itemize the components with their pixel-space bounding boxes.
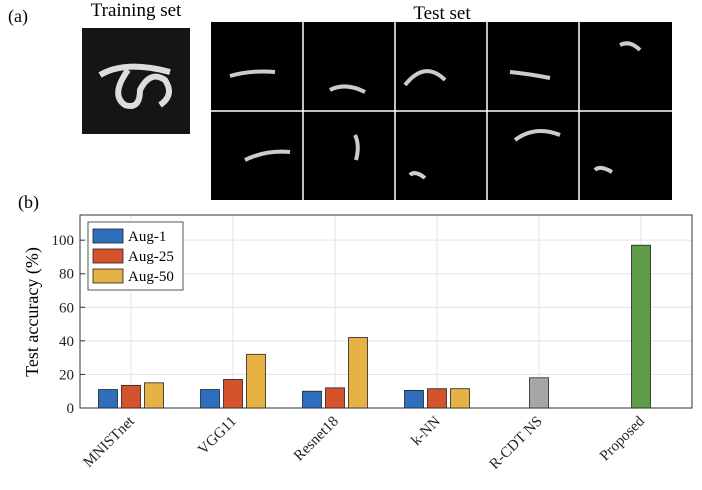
legend-swatch: [93, 249, 123, 263]
panel-label: (b): [18, 192, 39, 213]
legend-swatch: [93, 229, 123, 243]
bar: [122, 385, 141, 408]
bar: [632, 245, 651, 408]
y-axis-label: Test accuracy (%): [22, 247, 43, 377]
x-tick-label: Resnet18: [291, 414, 342, 465]
test-title: Test set: [413, 3, 471, 24]
y-tick-label: 20: [59, 367, 74, 383]
test-images: [211, 22, 672, 200]
bar: [99, 390, 118, 408]
legend-swatch: [93, 269, 123, 283]
bar: [349, 338, 368, 408]
bar: [451, 389, 470, 408]
training-title: Training set: [91, 0, 182, 21]
bar: [405, 390, 424, 408]
bar: [326, 388, 345, 408]
legend-label: Aug-25: [128, 249, 174, 265]
y-tick-label: 60: [59, 300, 74, 316]
legend-label: Aug-1: [128, 229, 166, 245]
y-tick-label: 80: [59, 267, 74, 283]
training-image: [82, 28, 190, 134]
bar: [247, 354, 266, 408]
figure: (a) Training set Test set (b) Test accur…: [0, 0, 702, 490]
bar: [428, 389, 447, 408]
y-tick-label: 100: [52, 233, 75, 249]
x-tick-label: MNISTnet: [81, 413, 139, 471]
y-tick-label: 0: [67, 401, 75, 417]
panel-label: (a): [8, 6, 28, 27]
bar: [530, 378, 549, 408]
bar: [145, 383, 164, 408]
legend-label: Aug-50: [128, 269, 174, 285]
x-tick-label: k-NN: [408, 413, 444, 449]
bar: [303, 391, 322, 408]
bar: [224, 379, 243, 408]
bar: [201, 390, 220, 408]
x-tick-label: Proposed: [597, 413, 648, 464]
y-tick-label: 40: [59, 334, 74, 350]
x-tick-label: R-CDT NS: [487, 414, 546, 473]
x-tick-label: VGG11: [195, 414, 240, 459]
